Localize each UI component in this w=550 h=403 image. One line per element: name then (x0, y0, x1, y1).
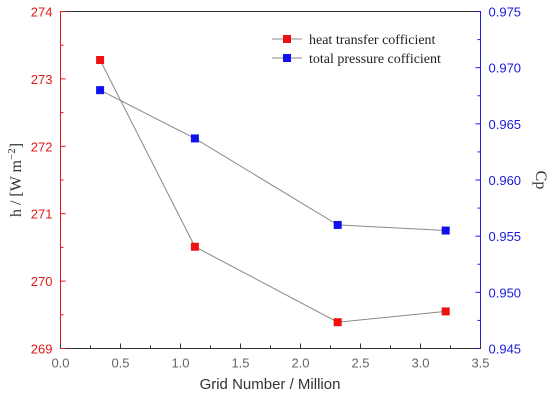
x-tick-label: 3.5 (471, 356, 489, 371)
x-tick-label: 0.0 (51, 356, 69, 371)
legend: heat transfer cofficient total pressure … (272, 33, 441, 67)
ticks-layer: 0.0 0.5 1.0 1.5 2.0 2.5 3.0 3.5 269 270 271 272 273 2… (31, 5, 521, 371)
x-tick-label: 1.5 (231, 356, 249, 371)
x-tick-label: 2.0 (291, 356, 309, 371)
y-left-tick-label: 271 (31, 207, 53, 222)
y-left-tick-label: 274 (31, 5, 53, 20)
lines-layer (99, 59, 446, 323)
data-point-pressure (333, 220, 342, 229)
data-point-pressure (190, 134, 199, 143)
x-axis-title: Grid Number / Million (200, 376, 341, 393)
series-line-heat (99, 59, 446, 323)
data-point-heat (333, 318, 342, 327)
markers-layer (96, 56, 450, 327)
y-right-tick-label: 0.975 (489, 5, 522, 20)
data-point-heat (441, 307, 450, 316)
legend-marker-heat (283, 35, 291, 43)
y-right-tick-label: 0.965 (489, 117, 522, 132)
y-right-axis-title: Cp (532, 171, 549, 190)
data-point-pressure (441, 226, 450, 235)
x-tick-label: 3.0 (411, 356, 429, 371)
y-right-tick-label: 0.955 (489, 229, 522, 244)
y-right-tick-label: 0.960 (489, 173, 522, 188)
y-left-axis-title-sup: −2 (6, 148, 18, 160)
y-left-axis-title: h / [W m−2] (6, 143, 25, 217)
series-line-pressure (99, 89, 446, 232)
y-right-tick-label: 0.945 (489, 342, 522, 357)
legend-label-pressure: total pressure cofficient (309, 52, 441, 67)
y-right-tick-label: 0.970 (489, 61, 522, 76)
y-left-tick-label: 272 (31, 139, 53, 154)
legend-marker-pressure (283, 54, 291, 62)
y-right-tick-label: 0.950 (489, 285, 522, 300)
legend-label-heat: heat transfer cofficient (309, 33, 436, 48)
x-tick-label: 1.0 (171, 356, 189, 371)
data-point-heat (190, 242, 199, 251)
data-point-heat (96, 56, 105, 65)
y-left-tick-label: 270 (31, 274, 53, 289)
data-point-pressure (96, 86, 105, 95)
y-left-tick-label: 269 (31, 342, 53, 357)
x-tick-label: 2.5 (351, 356, 369, 371)
y-left-axis-title-tail: ] (8, 143, 25, 148)
x-tick-label: 0.5 (111, 356, 129, 371)
y-left-tick-label: 273 (31, 72, 53, 87)
y-left-axis-title-main: h / [W m (8, 159, 25, 217)
